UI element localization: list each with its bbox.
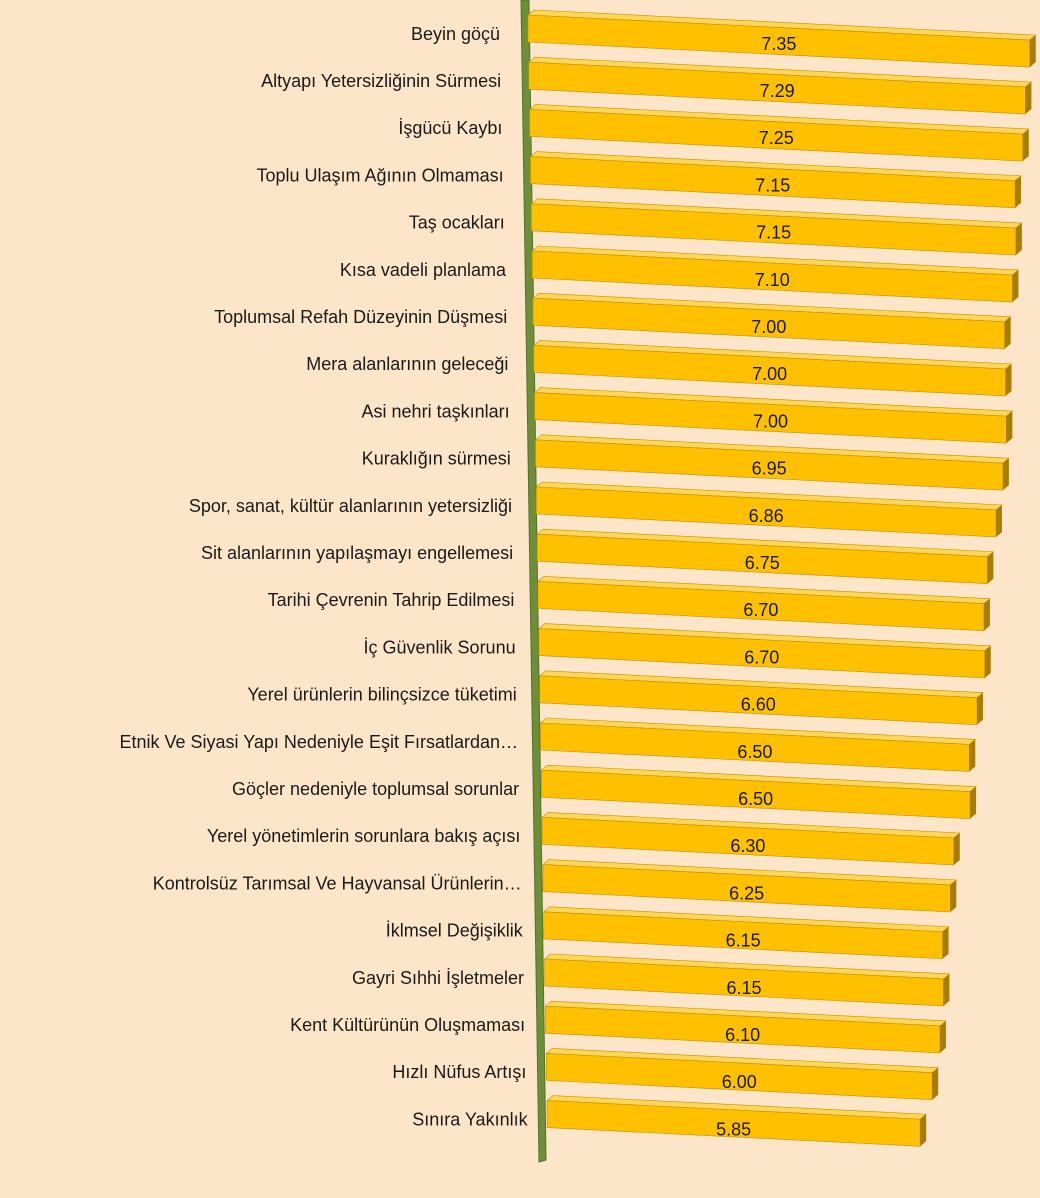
bar-end xyxy=(943,973,950,1006)
bar xyxy=(536,528,995,585)
value-label: 6.00 xyxy=(722,1072,757,1092)
bar-end xyxy=(1012,270,1019,303)
bar xyxy=(545,1048,939,1101)
bar xyxy=(532,292,1012,350)
bar-end xyxy=(1015,223,1022,256)
bar-end xyxy=(920,1114,927,1147)
bar-end xyxy=(1004,316,1011,349)
bar-end xyxy=(1006,411,1013,444)
bar xyxy=(544,1000,947,1054)
axis-wall xyxy=(520,0,547,1163)
bar xyxy=(543,953,951,1007)
value-label: 7.00 xyxy=(753,411,788,431)
value-label: 6.70 xyxy=(744,647,779,667)
value-label: 7.29 xyxy=(760,81,795,101)
value-label: 6.60 xyxy=(741,695,776,715)
value-label: 6.10 xyxy=(725,1025,760,1045)
category-label: Kısa vadeli planlama xyxy=(340,260,507,280)
value-label: 7.00 xyxy=(752,364,787,384)
bar-end xyxy=(977,692,984,725)
bar xyxy=(528,56,1033,115)
bar xyxy=(528,104,1030,162)
category-label: Toplumsal Refah Düzeyinin Düşmesi xyxy=(214,307,507,327)
category-label: Spor, sanat, kültür alanlarının yetersiz… xyxy=(189,496,512,516)
category-label: Asi nehri taşkınları xyxy=(362,401,510,421)
value-label: 6.15 xyxy=(726,931,761,951)
value-label: 6.30 xyxy=(730,836,765,856)
bar-end xyxy=(995,504,1002,537)
value-label: 6.86 xyxy=(749,506,784,526)
category-label: Kuraklığın sürmesi xyxy=(362,449,511,469)
category-label: Beyin göçü xyxy=(411,24,500,44)
bar xyxy=(541,812,961,866)
bar xyxy=(535,481,1003,538)
bar-end xyxy=(983,598,990,631)
bar xyxy=(533,387,1014,444)
bar-end xyxy=(969,739,976,772)
category-label: Sit alanlarının yapılaşmayı engellemesi xyxy=(201,543,513,563)
bar-end xyxy=(1029,35,1036,68)
bar-end xyxy=(953,832,960,865)
value-label: 6.50 xyxy=(737,742,772,762)
category-label: Yerel ürünlerin bilinçsizce tüketimi xyxy=(247,685,516,705)
category-label: Kent Kültürünün Oluşmaması xyxy=(290,1015,525,1035)
bar-end xyxy=(970,786,977,819)
bar xyxy=(531,245,1020,303)
bar xyxy=(533,340,1013,397)
category-label: Altyapı Yetersizliğinin Sürmesi xyxy=(261,71,501,91)
value-label: 7.15 xyxy=(755,175,790,195)
value-label: 7.35 xyxy=(761,34,796,54)
bar xyxy=(537,576,991,632)
category-label: İşgücü Kaybı xyxy=(398,118,502,138)
value-label: 5.85 xyxy=(716,1119,751,1139)
value-label: 7.10 xyxy=(755,270,790,290)
value-label: 6.25 xyxy=(729,883,764,903)
bar xyxy=(530,198,1023,256)
category-label: Mera alanlarının geleceği xyxy=(306,354,508,374)
category-label: Gayri Sıhhi İşletmeler xyxy=(352,968,524,988)
category-label: Hızlı Nüfus Artışı xyxy=(392,1062,526,1082)
value-label: 6.15 xyxy=(726,978,761,998)
bar xyxy=(529,151,1022,209)
value-label: 7.00 xyxy=(751,317,786,337)
bar-end xyxy=(984,645,991,678)
bar xyxy=(527,9,1037,68)
bar-end xyxy=(987,551,994,584)
bar-end xyxy=(1025,82,1032,115)
category-label: Etnik Ve Siyasi Yapı Nedeniyle Eşit Fırs… xyxy=(119,732,518,752)
bar xyxy=(538,623,992,679)
bar-end xyxy=(939,1020,946,1053)
bar-end xyxy=(1015,175,1022,208)
bar xyxy=(539,717,977,772)
value-label: 6.50 xyxy=(738,789,773,809)
category-label: Kontrolsüz Tarımsal Ve Hayvansal Ürünler… xyxy=(153,873,522,893)
value-label: 6.70 xyxy=(743,600,778,620)
value-label: 7.15 xyxy=(756,223,791,243)
bar xyxy=(542,859,958,913)
value-label: 6.95 xyxy=(752,459,787,479)
bar xyxy=(546,1095,927,1147)
bar xyxy=(534,434,1010,491)
category-label: Tarihi Çevrenin Tahrip Edilmesi xyxy=(268,590,515,610)
bar xyxy=(542,906,950,960)
category-label: Sınıra Yakınlık xyxy=(412,1109,528,1129)
category-label: Yerel yönetimlerin sorunlara bakış açısı xyxy=(207,826,521,846)
value-label: 6.75 xyxy=(745,553,780,573)
value-label: 7.25 xyxy=(759,128,794,148)
bar xyxy=(540,764,977,819)
bar-end xyxy=(950,879,957,912)
category-label: İklmsel Değişiklik xyxy=(386,921,524,941)
bar-end xyxy=(1022,129,1029,162)
bar xyxy=(538,670,984,725)
bar-end xyxy=(1005,363,1012,396)
bar-end xyxy=(1002,458,1009,491)
category-label: Toplu Ulaşım Ağının Olmaması xyxy=(256,165,503,185)
bar-end xyxy=(942,926,949,959)
category-label: Göçler nedeniyle toplumsal sorunlar xyxy=(232,779,519,799)
category-label: Taş ocakları xyxy=(409,213,505,233)
bar-end xyxy=(932,1067,939,1100)
category-label: İç Güvenlik Sorunu xyxy=(364,637,516,657)
